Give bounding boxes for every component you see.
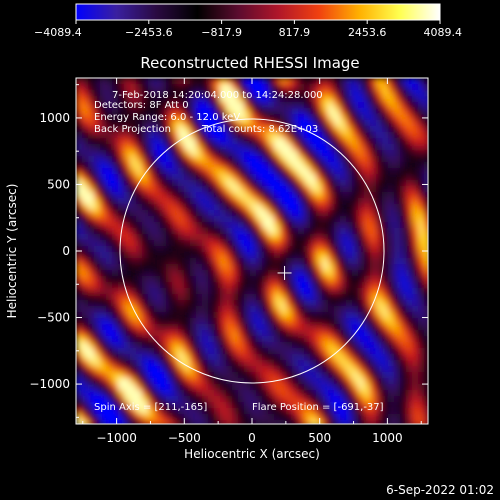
y-axis-ticks: −1000 −500 0 500 1000 xyxy=(29,84,428,418)
heatmap-image xyxy=(76,78,428,424)
x-axis-label: Heliocentric X (arcsec) xyxy=(184,447,320,461)
colorbar-gradient xyxy=(76,4,440,20)
annotation-total-counts: Total counts: 8.62E+03 xyxy=(201,124,318,135)
annotation-spin-axis: Spin Axis = [211,-165] xyxy=(94,402,207,413)
colorbar: −4089.4 −2453.6 −817.9 817.9 2453.6 4089.4 xyxy=(34,3,462,39)
annotation-detectors: Detectors: 8F Att 0 xyxy=(94,100,189,111)
colorbar-tick-label: 2453.6 xyxy=(348,26,387,39)
annotation-method: Back Projection xyxy=(94,124,171,135)
x-tick-label: −1000 xyxy=(96,431,137,445)
x-tick-label: 500 xyxy=(308,431,331,445)
spin-axis-marker xyxy=(277,265,292,280)
solar-limb-circle xyxy=(119,118,385,384)
colorbar-ticks: −4089.4 −2453.6 −817.9 817.9 2453.6 4089.4 xyxy=(34,20,462,39)
y-axis-label: Heliocentric Y (arcsec) xyxy=(5,184,19,319)
colorbar-frame xyxy=(75,3,441,21)
y-tick-label: −1000 xyxy=(29,377,70,391)
y-tick-label: −500 xyxy=(37,311,70,325)
y-tick-label: 500 xyxy=(47,177,70,191)
colorbar-tick-label: −4089.4 xyxy=(34,26,82,39)
colorbar-tick-label: 4089.4 xyxy=(424,26,463,39)
x-tick-label: −500 xyxy=(168,431,201,445)
annotation-flare-position: Flare Position = [-691,-37] xyxy=(252,402,384,413)
timestamp: 6-Sep-2022 01:02 xyxy=(386,483,494,497)
x-axis-ticks: −1000 −500 0 500 1000 xyxy=(82,78,422,445)
annotation-energy-range: Energy Range: 6.0 - 12.0 keV xyxy=(94,112,240,123)
y-tick-label: 0 xyxy=(62,244,70,258)
colorbar-tick-label: −2453.6 xyxy=(125,26,173,39)
y-tick-label: 1000 xyxy=(39,111,70,125)
plot-area: −1000 −500 0 500 1000 −1000 −500 0 500 1000 xyxy=(29,77,429,445)
x-tick-label: 0 xyxy=(248,431,256,445)
annotation-time-range: 7-Feb-2018 14:20:04.000 to 14:24:28.000 xyxy=(112,90,323,101)
chart-title: Reconstructed RHESSI Image xyxy=(140,54,359,72)
x-tick-label: 1000 xyxy=(372,431,403,445)
annotation-block: 7-Feb-2018 14:20:04.000 to 14:24:28.000 … xyxy=(94,90,384,413)
colorbar-tick-label: −817.9 xyxy=(201,26,242,39)
colorbar-tick-label: 817.9 xyxy=(279,26,311,39)
